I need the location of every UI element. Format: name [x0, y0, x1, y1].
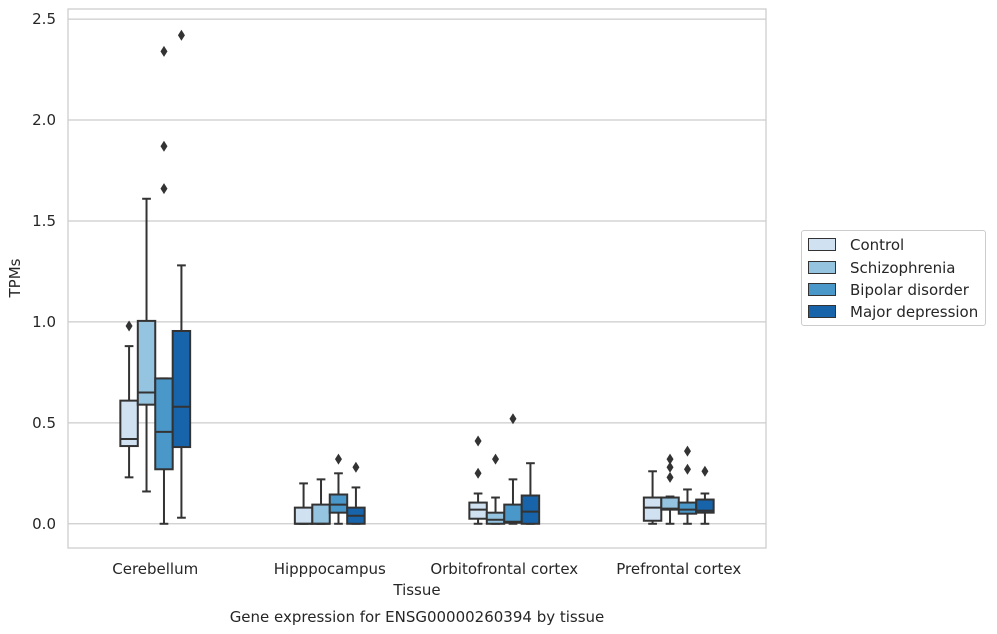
box-major-depression [171, 329, 192, 449]
box-control [468, 501, 488, 520]
y-tick-labels: 0.0 0.5 1.0 1.5 2.0 2.5 [32, 10, 56, 533]
box-bipolar-disorder [328, 493, 349, 514]
y-tick-label: 2.0 [32, 111, 56, 129]
outlier-point [160, 183, 168, 195]
outlier-point [509, 413, 517, 425]
outlier-point [125, 320, 133, 332]
outlier-point [701, 465, 709, 477]
x-tick-label: Cerebellum [112, 560, 198, 578]
legend-swatch-bipolar-disorder [808, 283, 836, 296]
box-control [642, 496, 663, 522]
box-bipolar-disorder [154, 377, 174, 471]
x-tick-labels: Cerebellum Hipppocampus Orbitofrontal cort… [112, 560, 741, 578]
outlier-point [666, 453, 674, 465]
series-control [119, 320, 663, 525]
outlier-point [352, 461, 360, 473]
legend-swatch-control [808, 238, 836, 251]
legend-swatch-schizophrenia [808, 261, 836, 274]
box-control [119, 399, 139, 448]
x-tick-label: Orbitofrontal cortex [430, 560, 578, 578]
box-schizophrenia [136, 319, 157, 406]
series-major-depression [171, 29, 715, 525]
series-bipolar-disorder [154, 45, 698, 525]
y-axis-label: TPMs [6, 258, 24, 298]
figure-caption: Gene expression for ENSG00000260394 by t… [230, 608, 605, 626]
legend-label-schizophrenia: Schizophrenia [850, 259, 956, 277]
y-tick-label: 0.0 [32, 515, 56, 533]
plot-area-frame [67, 8, 767, 549]
y-tick-label: 2.5 [32, 10, 56, 28]
outlier-point [492, 453, 500, 465]
y-tick-label: 1.0 [32, 313, 56, 331]
outlier-point [474, 435, 482, 447]
outlier-point [666, 471, 674, 483]
y-tick-label: 1.5 [32, 212, 56, 230]
outlier-point [177, 29, 185, 41]
box-schizophrenia [485, 511, 506, 525]
box-schizophrenia [311, 503, 331, 525]
legend: Control Schizophrenia Bipolar disorder M… [801, 230, 986, 326]
legend-label-control: Control [850, 236, 905, 254]
outlier-point [474, 467, 482, 479]
box-bipolar-disorder [677, 501, 698, 515]
legend-swatch-major-depression [808, 305, 836, 318]
box-series [119, 29, 715, 525]
x-axis-label: Tissue [392, 581, 440, 599]
box-control [293, 506, 314, 525]
y-tick-label: 0.5 [32, 414, 56, 432]
outlier-point [683, 463, 691, 475]
x-tick-label: Hipppocampus [274, 560, 386, 578]
box-major-depression [520, 494, 541, 525]
x-tick-label: Prefrontal cortex [616, 560, 741, 578]
legend-label-major-depression: Major depression [850, 303, 979, 321]
box-major-depression [695, 498, 715, 514]
outlier-point [160, 45, 168, 57]
outlier-point [666, 461, 674, 473]
outlier-point [683, 445, 691, 457]
outlier-point [160, 140, 168, 152]
box-bipolar-disorder [503, 503, 523, 524]
legend-label-bipolar-disorder: Bipolar disorder [850, 281, 969, 299]
outlier-point [334, 453, 342, 465]
series-schizophrenia [136, 197, 680, 525]
